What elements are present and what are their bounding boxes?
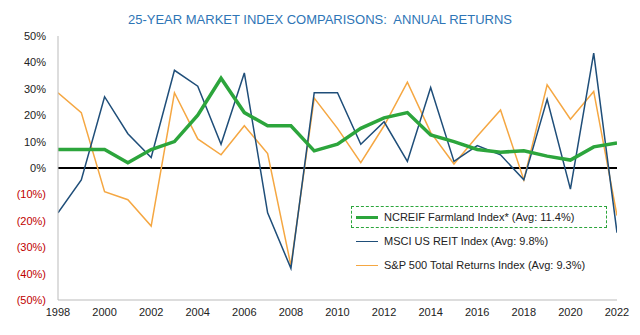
svg-text:2020: 2020 bbox=[558, 306, 582, 318]
svg-text:2022: 2022 bbox=[605, 306, 629, 318]
svg-text:(20%): (20%) bbox=[17, 215, 46, 227]
svg-text:40%: 40% bbox=[24, 56, 46, 68]
svg-text:2016: 2016 bbox=[465, 306, 489, 318]
svg-text:2012: 2012 bbox=[372, 306, 396, 318]
html-text:25-YEAR MARKET INDEX COMPARISO: 25-YEAR MARKET INDEX COMPARISONS: ANNUAL… bbox=[128, 12, 512, 27]
svg-text:2018: 2018 bbox=[512, 306, 536, 318]
svg-text:30%: 30% bbox=[24, 83, 46, 95]
html-text:S&P 500 Total Returns Index (A: S&P 500 Total Returns Index (Avg: 9.3%) bbox=[384, 259, 586, 271]
svg-text:(50%): (50%) bbox=[17, 294, 46, 306]
html-text:NCREIF Farmland Index* (Avg: 1: NCREIF Farmland Index* (Avg: 11.4%) bbox=[384, 211, 575, 223]
svg-text:2004: 2004 bbox=[186, 306, 210, 318]
svg-text:2008: 2008 bbox=[279, 306, 303, 318]
svg-text:10%: 10% bbox=[24, 136, 46, 148]
svg-text:2002: 2002 bbox=[139, 306, 163, 318]
svg-text:2000: 2000 bbox=[92, 306, 116, 318]
svg-text:50%: 50% bbox=[24, 30, 46, 42]
svg-text:1998: 1998 bbox=[46, 306, 70, 318]
svg-text:(30%): (30%) bbox=[17, 241, 46, 253]
svg-text:2010: 2010 bbox=[325, 306, 349, 318]
svg-text:(40%): (40%) bbox=[17, 268, 46, 280]
svg-text:0%: 0% bbox=[30, 162, 46, 174]
svg-text:2014: 2014 bbox=[418, 306, 442, 318]
html-text:MSCI US REIT Index (Avg: 9.8%): MSCI US REIT Index (Avg: 9.8%) bbox=[384, 235, 548, 247]
svg-text:2006: 2006 bbox=[232, 306, 256, 318]
svg-text:20%: 20% bbox=[24, 109, 46, 121]
svg-text:(10%): (10%) bbox=[17, 188, 46, 200]
